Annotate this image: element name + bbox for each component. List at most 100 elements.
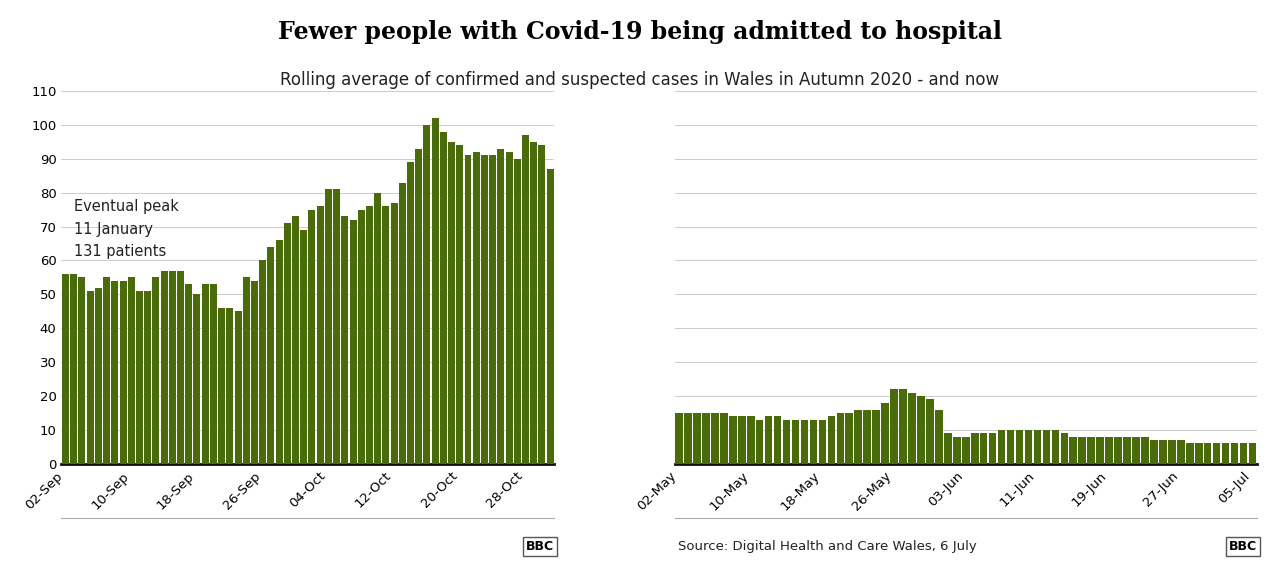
Bar: [792, 420, 799, 464]
Bar: [152, 278, 160, 464]
Bar: [1070, 436, 1076, 464]
Bar: [1097, 436, 1103, 464]
Bar: [301, 230, 307, 464]
Bar: [873, 410, 879, 464]
Bar: [227, 308, 233, 464]
Bar: [366, 206, 372, 464]
Bar: [104, 278, 110, 464]
Bar: [357, 209, 365, 464]
Bar: [275, 240, 283, 464]
Bar: [918, 396, 924, 464]
Bar: [712, 413, 718, 464]
Bar: [1007, 430, 1014, 464]
Bar: [1034, 430, 1041, 464]
Bar: [431, 118, 439, 464]
Bar: [218, 308, 225, 464]
Bar: [1133, 436, 1139, 464]
Bar: [801, 420, 808, 464]
Bar: [308, 209, 315, 464]
Bar: [828, 417, 835, 464]
Bar: [909, 393, 915, 464]
Bar: [1222, 443, 1229, 464]
Bar: [292, 216, 300, 464]
Bar: [259, 261, 266, 464]
Text: Source: Digital Health and Care Wales, 6 July: Source: Digital Health and Care Wales, 6…: [678, 540, 977, 552]
Bar: [1124, 436, 1130, 464]
Bar: [1151, 440, 1157, 464]
Bar: [193, 294, 201, 464]
Bar: [730, 417, 736, 464]
Bar: [415, 149, 422, 464]
Bar: [160, 271, 168, 464]
Bar: [1088, 436, 1094, 464]
Bar: [316, 206, 324, 464]
Text: BBC: BBC: [1229, 540, 1257, 552]
Bar: [864, 410, 870, 464]
Text: Eventual peak
11 January
131 patients: Eventual peak 11 January 131 patients: [74, 200, 179, 259]
Bar: [1142, 436, 1148, 464]
Bar: [95, 287, 102, 464]
Bar: [972, 433, 978, 464]
Bar: [694, 413, 700, 464]
Bar: [498, 149, 504, 464]
Bar: [998, 430, 1005, 464]
Bar: [424, 125, 430, 464]
Bar: [186, 284, 192, 464]
Bar: [210, 284, 216, 464]
Bar: [383, 206, 389, 464]
Bar: [234, 311, 242, 464]
Bar: [1079, 436, 1085, 464]
Bar: [676, 413, 682, 464]
Bar: [333, 189, 340, 464]
Bar: [1169, 440, 1175, 464]
Bar: [1106, 436, 1112, 464]
Bar: [202, 284, 209, 464]
Bar: [1160, 440, 1166, 464]
Bar: [448, 142, 456, 464]
Bar: [342, 216, 348, 464]
Bar: [756, 420, 763, 464]
Bar: [539, 145, 545, 464]
Bar: [765, 417, 772, 464]
Bar: [1061, 433, 1068, 464]
Bar: [1187, 443, 1193, 464]
Bar: [882, 403, 888, 464]
Bar: [522, 135, 529, 464]
Bar: [70, 274, 77, 464]
Bar: [407, 162, 413, 464]
Bar: [1052, 430, 1059, 464]
Bar: [927, 399, 933, 464]
Bar: [963, 436, 969, 464]
Bar: [721, 413, 727, 464]
Bar: [989, 433, 996, 464]
Bar: [1016, 430, 1023, 464]
Bar: [748, 417, 754, 464]
Bar: [1196, 443, 1202, 464]
Bar: [506, 152, 512, 464]
Bar: [465, 155, 471, 464]
Bar: [1213, 443, 1220, 464]
Text: Rolling average of confirmed and suspected cases in Wales in Autumn 2020 - and n: Rolling average of confirmed and suspect…: [280, 71, 1000, 89]
Bar: [481, 155, 488, 464]
Bar: [1231, 443, 1238, 464]
Bar: [325, 189, 332, 464]
Bar: [284, 223, 291, 464]
Bar: [685, 413, 691, 464]
Bar: [891, 389, 897, 464]
Bar: [1249, 443, 1256, 464]
Bar: [846, 413, 852, 464]
Bar: [251, 281, 259, 464]
Bar: [87, 291, 93, 464]
Bar: [111, 281, 118, 464]
Bar: [1240, 443, 1247, 464]
Bar: [810, 420, 817, 464]
Bar: [1204, 443, 1211, 464]
Bar: [128, 278, 134, 464]
Bar: [945, 433, 951, 464]
Bar: [145, 291, 151, 464]
Text: Fewer people with Covid-19 being admitted to hospital: Fewer people with Covid-19 being admitte…: [278, 20, 1002, 44]
Bar: [1043, 430, 1050, 464]
Bar: [456, 145, 463, 464]
Bar: [837, 413, 844, 464]
Bar: [349, 220, 357, 464]
